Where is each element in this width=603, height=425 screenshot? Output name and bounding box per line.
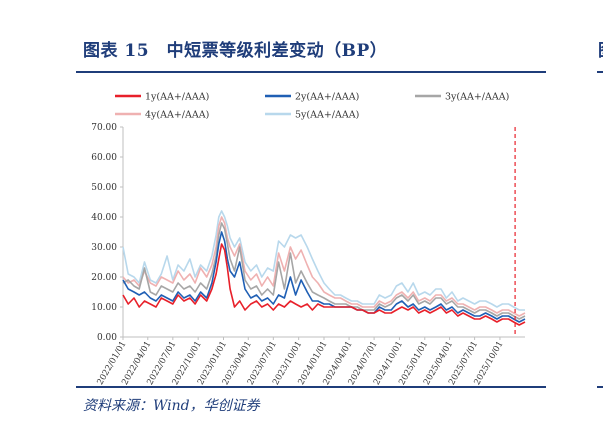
series-line-4y(AA+/AAA)	[122, 216, 526, 317]
y-tick-label: 70.00	[91, 123, 117, 133]
series-line-3y(AA+/AAA)	[122, 222, 526, 320]
chart-series	[122, 127, 526, 337]
next-figure-title-fragment: 图	[598, 36, 603, 61]
legend-label: 5y(AA+/AAA)	[295, 110, 359, 121]
y-tick-label: 40.00	[91, 213, 117, 223]
next-figure-rule-bottom	[597, 386, 603, 388]
next-figure-rule-top	[597, 71, 603, 73]
series-line-1y(AA+/AAA)	[122, 243, 526, 326]
source-rule	[76, 386, 546, 388]
y-tick-label: 10.00	[91, 303, 117, 313]
legend-label: 4y(AA+/AAA)	[145, 110, 209, 121]
legend-label: 3y(AA+/AAA)	[445, 92, 509, 103]
legend-label: 2y(AA+/AAA)	[295, 92, 359, 103]
y-tick-label: 0.00	[97, 333, 117, 343]
legend-label: 1y(AA+/AAA)	[145, 92, 209, 103]
series-line-2y(AA+/AAA)	[122, 231, 526, 323]
x-axis-labels: 2022/01/012022/04/012022/07/012022/10/01…	[95, 337, 506, 387]
legend: 1y(AA+/AAA) 2y(AA+/AAA) 3y(AA+/AAA) 4y(AA+/…	[115, 92, 509, 121]
chart-axes: 0.00 10.00 20.00 30.00 40.00 50.00 60.00 70.00	[91, 123, 525, 343]
source-note: 资料来源：Wind，华创证券	[83, 398, 260, 414]
y-tick-label: 50.00	[91, 183, 117, 193]
title-rule	[76, 71, 546, 73]
y-tick-label: 60.00	[91, 153, 117, 163]
series-line-5y(AA+/AAA)	[122, 210, 525, 311]
y-tick-label: 30.00	[91, 243, 117, 253]
y-tick-label: 20.00	[91, 273, 117, 283]
figure-title: 图表 15 中短票等级利差变动（BP）	[83, 41, 388, 61]
